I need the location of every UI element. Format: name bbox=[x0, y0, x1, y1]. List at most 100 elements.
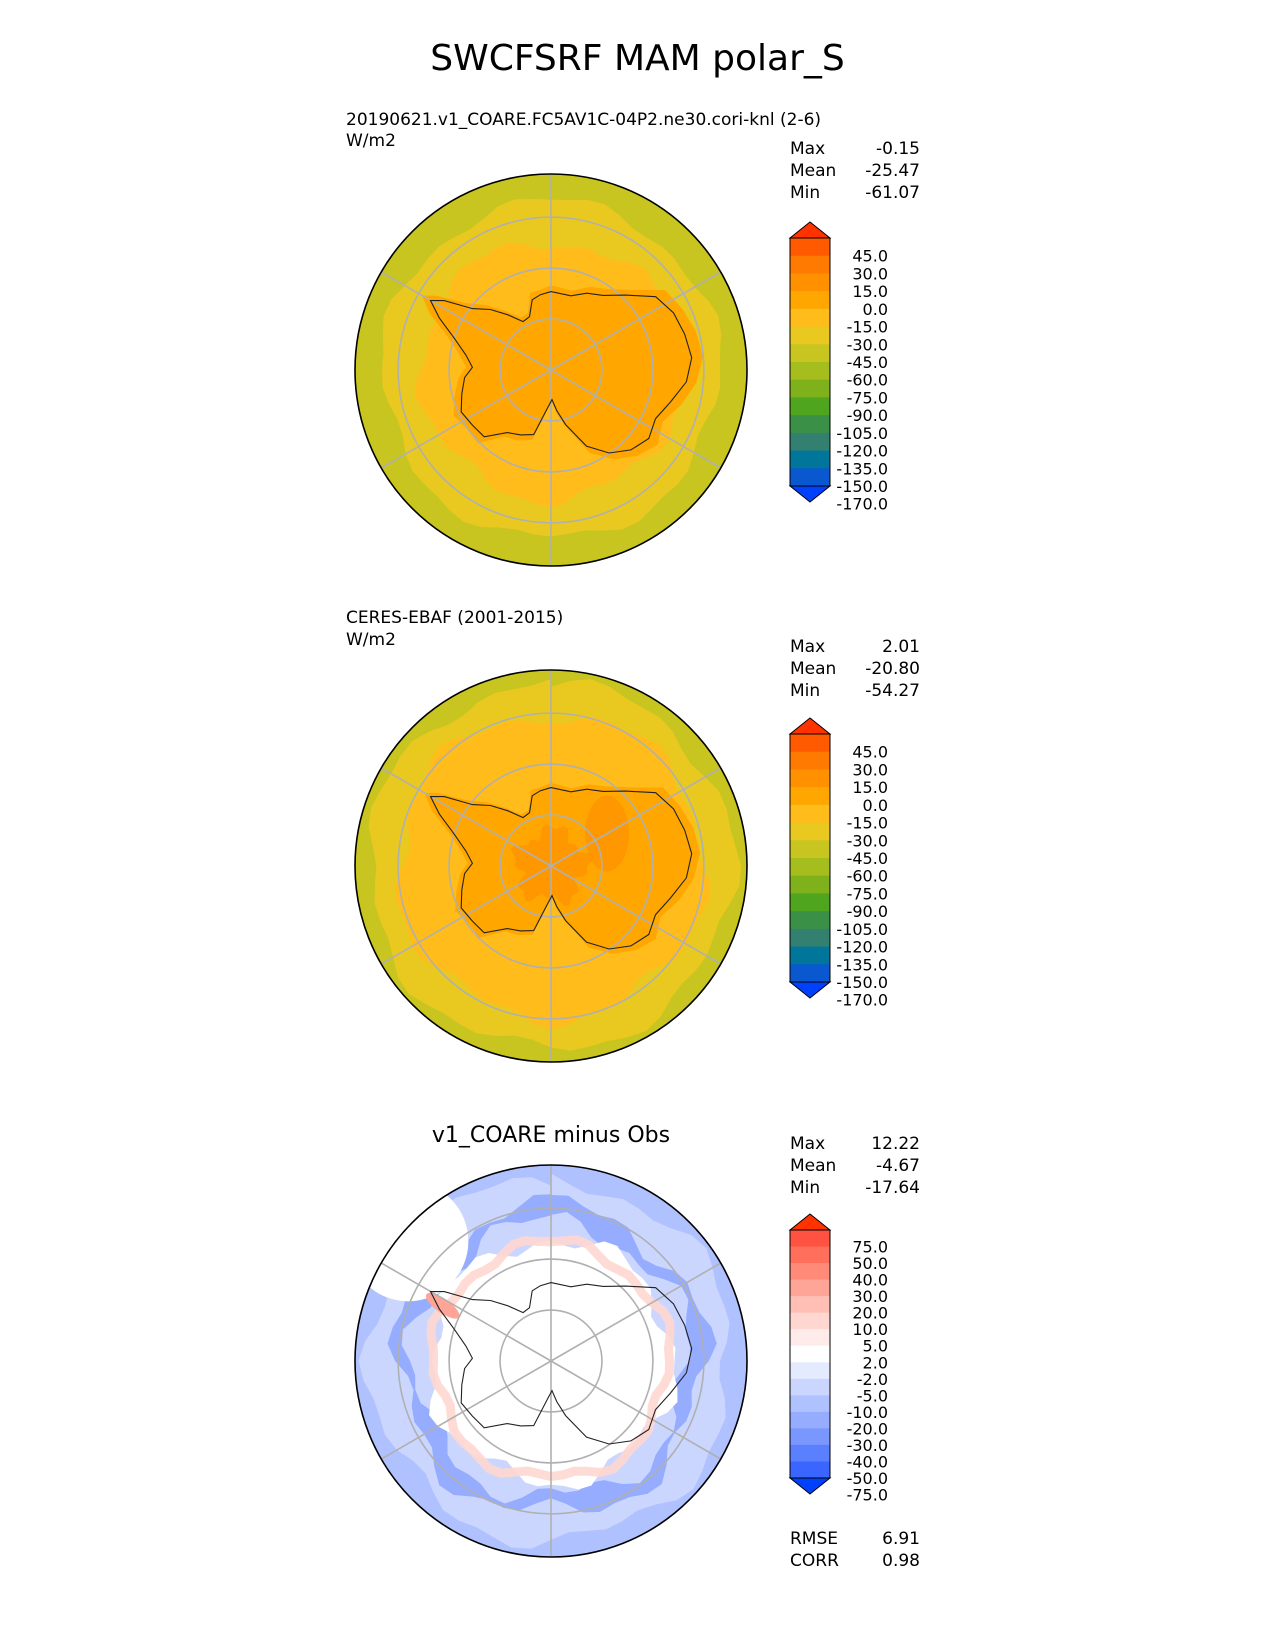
meridian-line bbox=[380, 369, 552, 469]
colorbar-band bbox=[790, 344, 830, 363]
colorbar-band bbox=[790, 255, 830, 274]
stat-max-value: 12.22 bbox=[871, 1134, 920, 1154]
stats-box: Max 12.22 Mean -4.67 Min -17.64 bbox=[790, 1133, 920, 1199]
panel-units: W/m2 bbox=[346, 131, 396, 151]
metric-rmse-value: 6.91 bbox=[882, 1529, 920, 1549]
colorbar-tick-label: -45.0 bbox=[847, 849, 888, 868]
metric-corr-label: CORR bbox=[790, 1551, 839, 1571]
colorbar-tick-label: -15.0 bbox=[847, 814, 888, 833]
meridian-line bbox=[380, 1360, 552, 1460]
colorbar-obs: 45.030.015.00.0-15.0-30.0-45.0-60.0-75.0… bbox=[788, 717, 888, 1010]
diff-band-0 bbox=[355, 1181, 469, 1302]
colorbar-diff: 75.050.040.030.020.010.05.02.0-2.0-5.0-1… bbox=[788, 1213, 888, 1505]
colorbar-tick-label: -30.0 bbox=[847, 831, 888, 850]
colorbar-tick-label: -40.0 bbox=[847, 1452, 888, 1471]
colorbar-band bbox=[790, 911, 830, 930]
colorbar-tick-label: 45.0 bbox=[852, 743, 888, 762]
colorbar-tick-label: 40.0 bbox=[852, 1271, 888, 1290]
panel-obs: CERES-EBAF (2001-2015) W/m2 Max 2.01 Mean… bbox=[0, 0, 1275, 1063]
colorbar-band bbox=[790, 1329, 830, 1347]
stats-box: Max -0.15 Mean -25.47 Min -61.07 bbox=[790, 138, 920, 204]
colorbar-band bbox=[790, 308, 830, 328]
map-boundary bbox=[354, 669, 748, 1063]
map-boundary bbox=[354, 173, 748, 567]
colorbar-tick-label: -170.0 bbox=[836, 991, 888, 1010]
colorbar-tick-label: -15.0 bbox=[847, 318, 888, 337]
colorbar-band bbox=[790, 928, 830, 948]
colorbar-band bbox=[790, 734, 830, 753]
colorbar-tick-label: -120.0 bbox=[836, 442, 888, 461]
stat-min-value: -17.64 bbox=[865, 1178, 920, 1198]
colorbar-band bbox=[790, 273, 830, 292]
colorbar-band bbox=[790, 450, 830, 469]
antarctica-coastline bbox=[429, 787, 693, 950]
panel-units: W/m2 bbox=[346, 630, 396, 650]
stat-min-value: -61.07 bbox=[865, 183, 920, 203]
colorbar-tick-label: -2.0 bbox=[857, 1370, 888, 1389]
field-band--15 bbox=[421, 285, 703, 460]
colorbar-tick-label: 15.0 bbox=[852, 778, 888, 797]
polar-map-obs bbox=[354, 669, 748, 1063]
stat-mean-label: Mean bbox=[790, 1156, 837, 1176]
colorbar-band bbox=[790, 1362, 830, 1380]
polar-map-diff bbox=[354, 1164, 748, 1558]
colorbar-tick-label: 10.0 bbox=[852, 1320, 888, 1339]
colorbar-frame bbox=[789, 733, 831, 983]
meridian-line bbox=[550, 865, 722, 965]
colorbar-tick-label: -150.0 bbox=[836, 973, 888, 992]
panel-diff: v1_COARE minus Obs Max 12.22 Mean -4.67 Mi… bbox=[0, 0, 1275, 1571]
colorbar-band bbox=[790, 1246, 830, 1264]
colorbar-tick-label: -30.0 bbox=[847, 1436, 888, 1455]
colorbar-band bbox=[790, 769, 830, 788]
colorbar-extend-bottom bbox=[788, 1477, 832, 1495]
colorbar-extend-bottom bbox=[788, 981, 832, 999]
meridian-line bbox=[550, 767, 722, 867]
antarctica-coastline bbox=[429, 1282, 693, 1445]
colorbar-band bbox=[790, 1345, 830, 1363]
figure-title: SWCFSRF MAM polar_S bbox=[430, 38, 845, 79]
colorbar-extend-top bbox=[788, 1213, 832, 1231]
colorbar-frame bbox=[789, 237, 831, 487]
colorbar-band bbox=[790, 1230, 830, 1248]
colorbar-band bbox=[790, 415, 830, 434]
meridian-line bbox=[380, 1262, 552, 1362]
colorbar-tick-label: -10.0 bbox=[847, 1403, 888, 1422]
colorbar-tick-label: 2.0 bbox=[863, 1353, 888, 1372]
colorbar-tick-label: -105.0 bbox=[836, 920, 888, 939]
colorbar-tick-label: -75.0 bbox=[847, 388, 888, 407]
colorbar-band bbox=[790, 1444, 830, 1462]
meridian-line bbox=[550, 1262, 722, 1362]
stat-max-label: Max bbox=[790, 139, 826, 159]
colorbar-tick-label: 50.0 bbox=[852, 1254, 888, 1273]
colorbar-frame bbox=[789, 1229, 831, 1479]
colorbar-tick-label: -50.0 bbox=[847, 1469, 888, 1488]
colorbar-tick-label: -60.0 bbox=[847, 867, 888, 886]
colorbar-tick-label: -20.0 bbox=[847, 1419, 888, 1438]
colorbar-tick-label: 75.0 bbox=[852, 1238, 888, 1257]
meridian-line bbox=[380, 865, 552, 965]
colorbar-tick-label: 20.0 bbox=[852, 1304, 888, 1323]
stat-mean-value: -20.80 bbox=[865, 659, 920, 679]
stat-mean-label: Mean bbox=[790, 161, 837, 181]
colorbar-tick-label: -150.0 bbox=[836, 477, 888, 496]
colorbar-band bbox=[790, 362, 830, 381]
colorbar-tick-label: 30.0 bbox=[852, 264, 888, 283]
colorbar-tick-label: -90.0 bbox=[847, 902, 888, 921]
panel-title: CERES-EBAF (2001-2015) bbox=[346, 608, 564, 628]
colorbar-tick-label: 0.0 bbox=[863, 300, 888, 319]
stat-max-value: -0.15 bbox=[876, 139, 920, 159]
colorbar-extend-top bbox=[788, 717, 832, 735]
colorbar-band bbox=[790, 840, 830, 859]
colorbar-band bbox=[790, 893, 830, 912]
stat-max-value: 2.01 bbox=[882, 637, 920, 657]
colorbar-tick-label: 0.0 bbox=[863, 796, 888, 815]
colorbar-band bbox=[790, 751, 830, 770]
colorbar-tick-label: -105.0 bbox=[836, 424, 888, 443]
colorbar-model: 45.030.015.00.0-15.0-30.0-45.0-60.0-75.0… bbox=[788, 221, 888, 514]
colorbar-tick-label: -5.0 bbox=[857, 1386, 888, 1405]
meridian-line bbox=[550, 369, 722, 469]
stat-min-label: Min bbox=[790, 183, 821, 203]
colorbar-band bbox=[790, 1263, 830, 1281]
colorbar-band bbox=[790, 432, 830, 452]
colorbar-tick-label: -75.0 bbox=[847, 1486, 888, 1505]
